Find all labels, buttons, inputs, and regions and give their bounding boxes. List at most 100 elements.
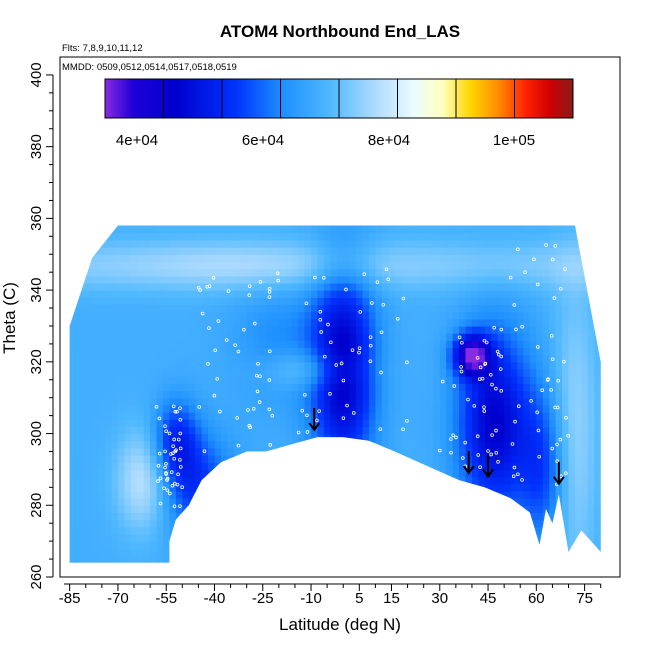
field-cell <box>529 333 537 341</box>
field-cell <box>471 404 479 413</box>
field-cell <box>233 455 241 463</box>
profile-arrows <box>308 407 565 486</box>
field-cell <box>253 455 261 463</box>
field-cell <box>137 340 145 349</box>
field-cell <box>240 361 248 370</box>
field-cell <box>240 325 248 334</box>
field-cell <box>581 541 589 549</box>
field-cell <box>343 526 351 535</box>
field-cell <box>517 505 525 514</box>
field-cell <box>529 433 537 442</box>
observation-point <box>513 419 517 424</box>
field-cell <box>529 455 537 463</box>
field-cell <box>317 225 325 227</box>
field-cell <box>600 247 601 255</box>
field-cell <box>259 290 267 298</box>
field-cell <box>349 304 357 313</box>
field-cell <box>420 232 428 241</box>
field-cell <box>253 390 261 399</box>
field-cell <box>459 426 467 435</box>
field-cell <box>150 533 158 542</box>
field-cell <box>137 318 145 327</box>
field-cell <box>259 533 267 542</box>
field-cell <box>368 290 377 298</box>
field-cell <box>124 325 132 334</box>
field-cell <box>459 383 467 392</box>
field-cell <box>233 555 241 563</box>
field-cell <box>227 333 235 341</box>
field-cell <box>195 404 203 413</box>
field-cell <box>240 548 248 557</box>
field-cell <box>510 290 518 298</box>
field-cell <box>311 548 319 557</box>
field-cell <box>240 412 248 420</box>
field-cell <box>478 369 486 377</box>
field-cell <box>549 247 557 255</box>
field-cell <box>98 261 106 270</box>
field-cell <box>594 354 601 363</box>
field-cell <box>478 533 486 542</box>
field-cell <box>330 275 338 284</box>
field-cell <box>381 340 389 349</box>
field-cell <box>298 412 306 420</box>
field-cell <box>291 555 299 563</box>
field-cell <box>79 232 87 241</box>
profile-arrow <box>308 407 321 432</box>
field-cell <box>188 426 196 435</box>
field-cell <box>465 376 473 384</box>
observation-point <box>329 340 333 345</box>
field-cell <box>478 563 485 571</box>
field-cell <box>491 282 499 291</box>
field-cell <box>72 483 80 492</box>
field-cell <box>517 311 525 320</box>
field-cell <box>150 225 158 234</box>
field-cell <box>150 369 158 377</box>
field-cell <box>317 426 325 435</box>
field-cell <box>381 519 389 528</box>
field-cell <box>79 526 87 535</box>
field-cell <box>600 239 601 248</box>
field-cell <box>420 512 428 521</box>
field-cell <box>188 268 196 277</box>
field-cell <box>536 347 544 356</box>
field-cell <box>381 505 389 514</box>
field-cell <box>401 433 409 442</box>
field-cell <box>92 541 100 549</box>
field-cell <box>439 239 447 248</box>
field-cell <box>69 290 74 298</box>
field-cell <box>323 304 331 313</box>
field-cell <box>414 232 422 241</box>
field-cell <box>150 526 158 535</box>
field-cell <box>388 390 396 399</box>
field-cell <box>195 548 203 557</box>
field-cell <box>304 297 312 306</box>
field-cell <box>517 275 525 284</box>
field-cell <box>188 232 196 241</box>
field-cell <box>491 390 499 399</box>
field-cell <box>407 239 415 248</box>
field-cell <box>401 533 409 542</box>
field-cell <box>388 304 396 313</box>
field-cell <box>311 462 319 471</box>
field-cell <box>497 290 505 298</box>
field-cell <box>311 304 319 313</box>
field-cell <box>311 483 319 492</box>
observation-point <box>202 449 207 453</box>
field-cell <box>581 412 589 420</box>
observation-point <box>171 451 175 456</box>
field-cell <box>362 533 370 542</box>
field-cell <box>574 225 582 234</box>
field-cell <box>285 440 293 449</box>
observation-point <box>556 378 561 383</box>
field-cell <box>594 519 601 528</box>
field-cell <box>278 462 286 471</box>
field-cell <box>317 476 325 485</box>
field-cell <box>504 225 512 227</box>
field-cell <box>555 268 563 277</box>
field-cell <box>471 519 479 528</box>
field-cell <box>117 383 125 392</box>
field-cell <box>105 541 113 549</box>
field-cell <box>574 268 582 277</box>
field-cell <box>452 347 460 356</box>
observation-point <box>536 428 541 433</box>
